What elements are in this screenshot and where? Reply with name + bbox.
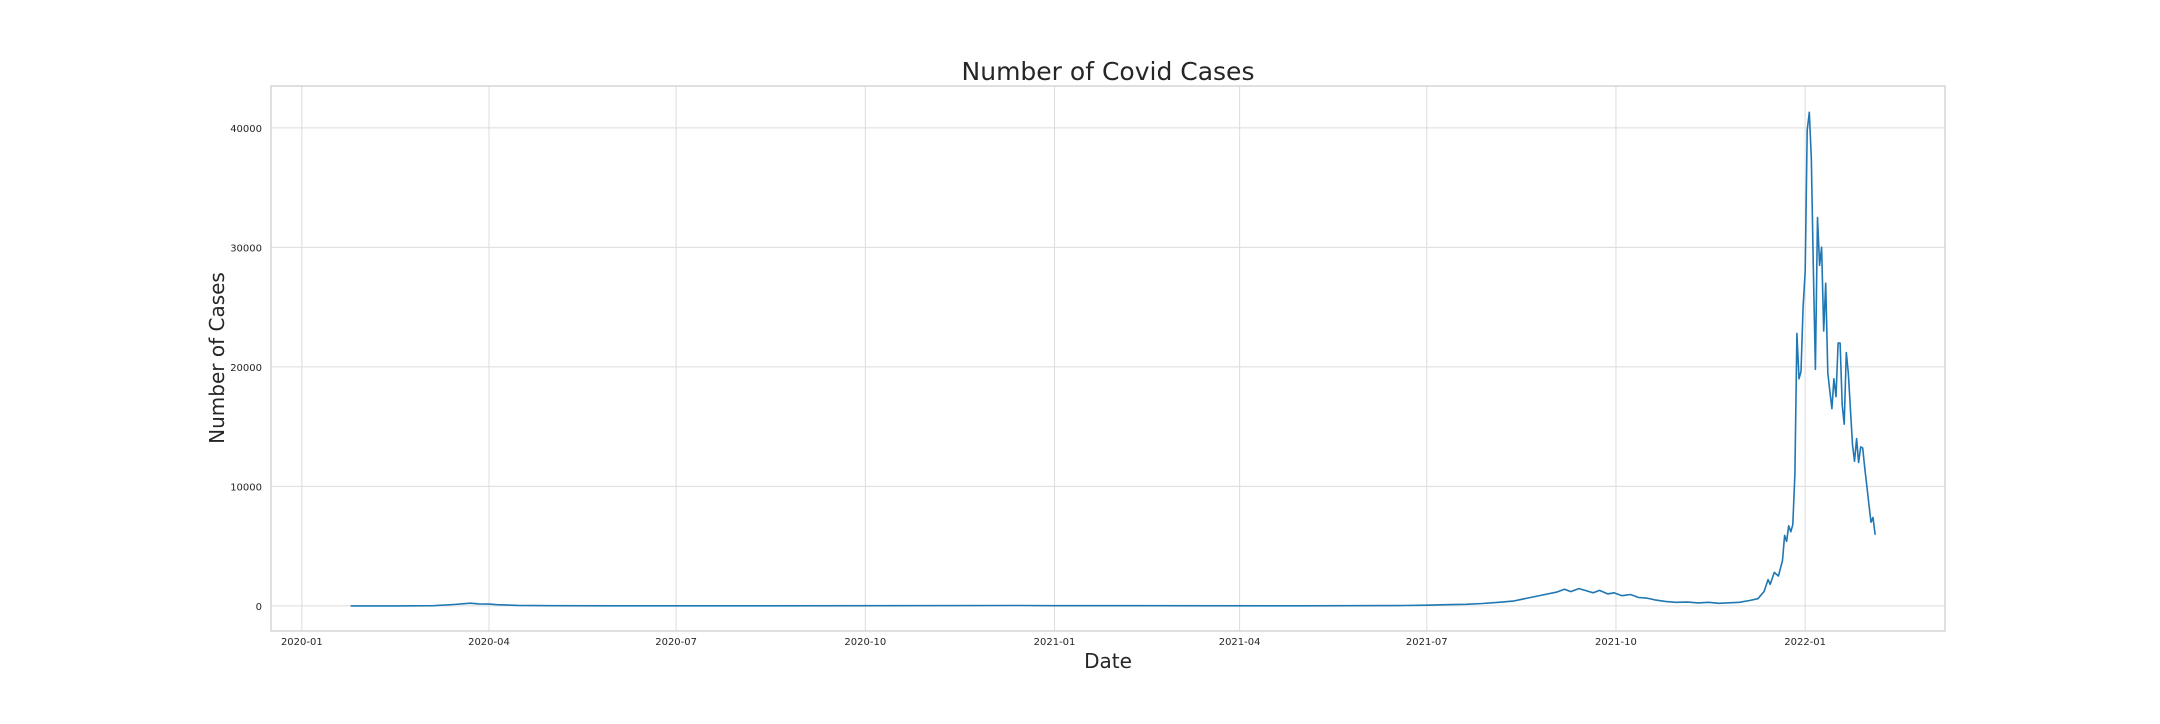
chart-title: Number of Covid Cases <box>962 57 1255 86</box>
x-tick-label: 2020-01 <box>281 637 323 648</box>
x-tick-label: 2022-01 <box>1784 637 1826 648</box>
x-tick-label: 2021-10 <box>1595 637 1637 648</box>
tick-labels: 2020-01 2020-04 2020-07 2020-10 2021-01 2021-… <box>230 124 1826 648</box>
x-tick-label: 2021-04 <box>1219 637 1261 648</box>
gridlines <box>271 86 1945 631</box>
series-line <box>350 111 1876 607</box>
x-tick-label: 2020-10 <box>844 637 886 648</box>
x-axis-label: Date <box>1084 649 1132 673</box>
plot-area-frame <box>270 85 1946 632</box>
x-tick-label: 2020-07 <box>655 637 697 648</box>
y-tick-label: 30000 <box>230 243 262 254</box>
series-layer <box>350 111 1876 607</box>
x-tick-label: 2020-04 <box>468 637 510 648</box>
x-tick-label: 2021-07 <box>1406 637 1448 648</box>
y-tick-label: 0 <box>256 602 262 613</box>
y-tick-label: 40000 <box>230 124 262 135</box>
y-tick-label: 20000 <box>230 363 262 374</box>
y-axis-label: Number of Cases <box>205 272 229 444</box>
x-tick-label: 2021-01 <box>1034 637 1076 648</box>
y-tick-label: 10000 <box>230 482 262 493</box>
